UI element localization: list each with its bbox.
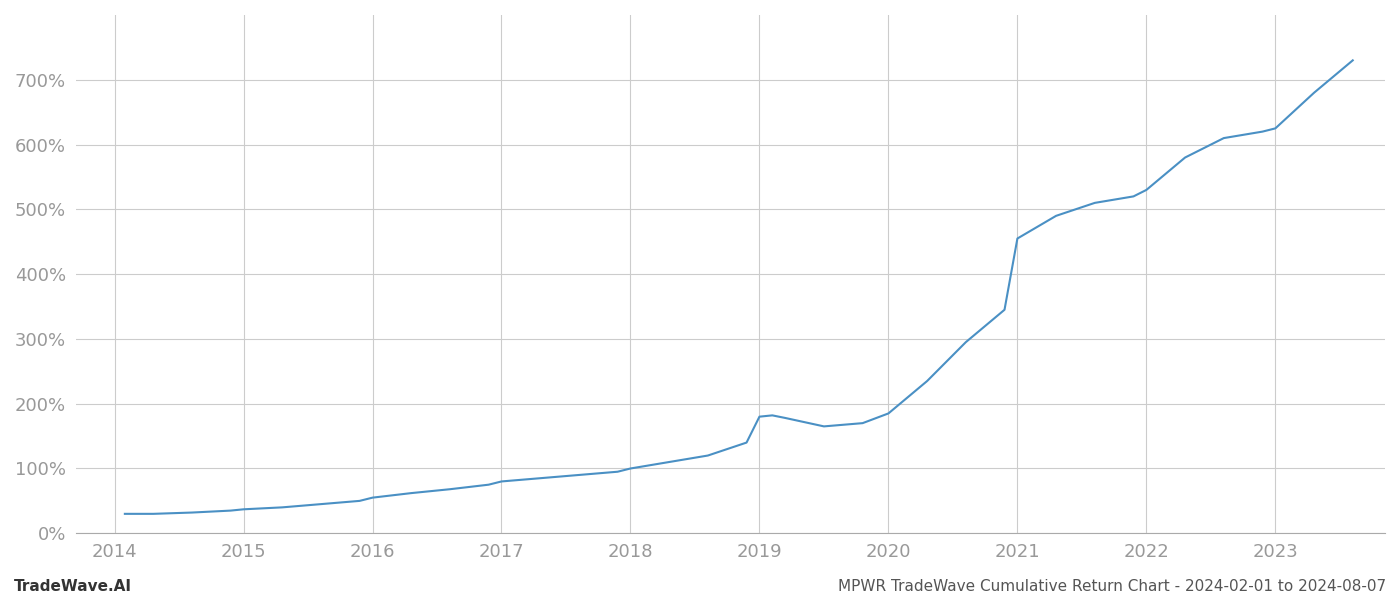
Text: TradeWave.AI: TradeWave.AI: [14, 579, 132, 594]
Text: MPWR TradeWave Cumulative Return Chart - 2024-02-01 to 2024-08-07: MPWR TradeWave Cumulative Return Chart -…: [837, 579, 1386, 594]
